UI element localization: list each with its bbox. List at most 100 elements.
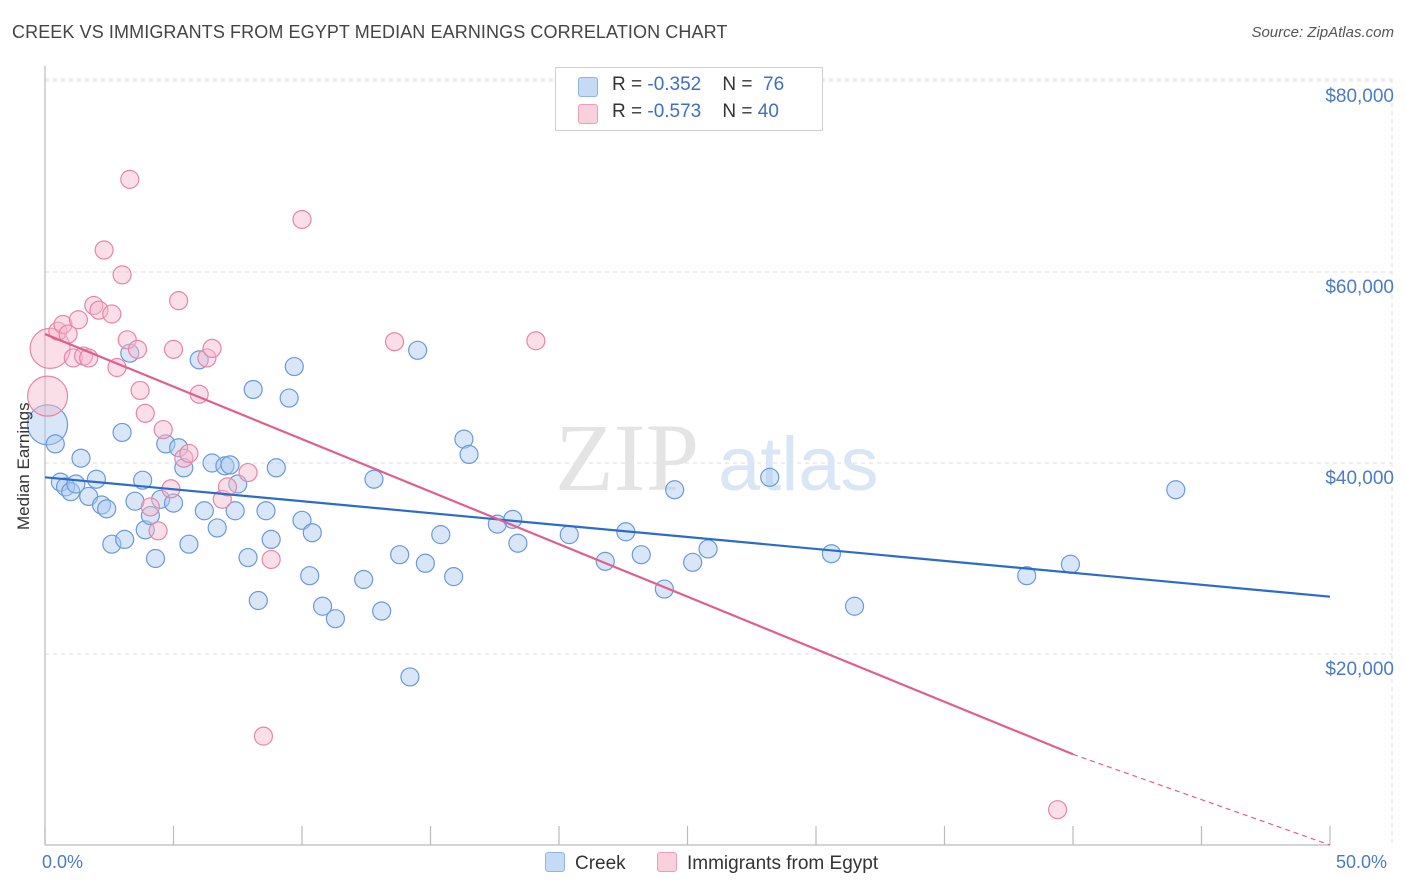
egypt-r-label: R = xyxy=(612,101,648,122)
egypt-point-18 xyxy=(130,380,150,401)
creek-point-50 xyxy=(390,545,410,565)
egypt-point-33 xyxy=(238,462,258,483)
creek-point-51 xyxy=(400,667,420,687)
trend-lines xyxy=(44,333,1331,846)
creek-point-52 xyxy=(408,340,428,360)
egypt-n-value: 40 xyxy=(757,101,779,122)
creek-point-42 xyxy=(292,510,312,530)
creek-point-46 xyxy=(325,609,346,629)
egypt-point-20 xyxy=(140,497,160,517)
creek-point-72 xyxy=(1017,566,1037,586)
creek-point-23 xyxy=(169,438,189,458)
source-label: Source: ZipAtlas.com xyxy=(1251,24,1394,41)
creek-point-45 xyxy=(312,596,333,616)
egypt-point-24 xyxy=(163,339,184,359)
egypt-point-19 xyxy=(135,403,155,423)
egypt-point-37 xyxy=(384,332,405,352)
egypt-point-27 xyxy=(179,443,199,464)
creek-point-64 xyxy=(631,545,651,565)
creek-point-19 xyxy=(145,548,166,569)
egypt-point-39 xyxy=(1047,800,1068,820)
y-tick-20000: $20,000 xyxy=(1325,659,1394,680)
creek-point-32 xyxy=(225,501,245,521)
egypt-point-30 xyxy=(202,338,222,358)
creek-point-71 xyxy=(844,596,865,616)
egypt-trend-line xyxy=(44,333,1074,756)
creek-point-68 xyxy=(698,539,718,559)
legend-creek: Creek xyxy=(545,852,626,875)
egypt-point-14 xyxy=(112,265,132,285)
creek-point-29 xyxy=(207,518,227,538)
creek-r-label: R = xyxy=(612,74,648,95)
watermark-zip: ZIP xyxy=(555,404,699,511)
legend-creek-label: Creek xyxy=(575,853,626,874)
y-axis-label: Median Earnings xyxy=(14,402,33,530)
creek-trend-line xyxy=(44,476,1331,598)
creek-r-value: -0.352 xyxy=(647,74,702,95)
egypt-point-35 xyxy=(261,549,281,570)
legend-egypt-label: Immigrants from Egypt xyxy=(687,853,879,874)
creek-point-27 xyxy=(194,501,214,521)
creek-point-20 xyxy=(151,489,171,509)
creek-point-1 xyxy=(45,434,65,454)
egypt-n-label: N = xyxy=(722,101,758,122)
egypt-point-10 xyxy=(89,300,109,320)
creek-point-38 xyxy=(261,529,281,550)
creek-point-6 xyxy=(71,448,91,468)
egypt-point-22 xyxy=(153,419,173,440)
creek-point-25 xyxy=(179,534,199,554)
creek-point-36 xyxy=(248,590,268,611)
y-tick-40000: $40,000 xyxy=(1325,468,1394,489)
egypt-point-25 xyxy=(169,291,189,311)
x-tick-left: 0.0% xyxy=(42,852,84,872)
creek-point-60 xyxy=(508,533,528,553)
axes xyxy=(44,66,1331,846)
egypt-point-21 xyxy=(148,521,168,541)
chart-title: CREEK VS IMMIGRANTS FROM EGYPT MEDIAN EA… xyxy=(12,22,728,42)
creek-point-43 xyxy=(302,523,322,543)
creek-point-16 xyxy=(133,470,153,490)
creek-point-26 xyxy=(189,350,209,370)
egypt-r-value: -0.573 xyxy=(647,101,702,122)
creek-point-11 xyxy=(102,534,122,554)
creek-point-70 xyxy=(821,544,842,564)
creek-points xyxy=(26,340,1186,687)
creek-point-57 xyxy=(459,444,479,465)
creek-point-12 xyxy=(112,422,132,443)
egypt-swatch xyxy=(578,104,598,124)
creek-point-39 xyxy=(266,458,286,478)
y-tick-60000: $60,000 xyxy=(1325,277,1394,298)
creek-point-49 xyxy=(372,601,392,621)
egypt-trend-extension xyxy=(1072,753,1331,846)
egypt-point-3 xyxy=(53,314,73,335)
creek-point-54 xyxy=(431,525,451,545)
egypt-point-6 xyxy=(68,310,89,330)
creek-point-10 xyxy=(97,499,117,519)
creek-swatch xyxy=(578,77,598,97)
egypt-point-36 xyxy=(292,209,312,230)
watermark: ZIP atlas xyxy=(555,404,879,511)
creek-point-67 xyxy=(683,552,703,572)
creek-point-61 xyxy=(559,525,579,545)
creek-point-48 xyxy=(364,469,384,489)
y-tick-80000: $80,000 xyxy=(1325,86,1394,107)
creek-point-73 xyxy=(1060,554,1081,574)
creek-n-label: N = xyxy=(722,74,758,95)
creek-point-35 xyxy=(243,379,263,400)
creek-point-69 xyxy=(760,467,780,487)
creek-point-31 xyxy=(220,455,240,475)
creek-point-53 xyxy=(415,553,435,573)
creek-point-9 xyxy=(91,495,112,515)
creek-point-37 xyxy=(256,501,276,521)
creek-point-56 xyxy=(454,429,474,449)
egypt-point-32 xyxy=(217,477,238,497)
creek-point-55 xyxy=(444,567,464,587)
x-tick-right: 50.0% xyxy=(1336,852,1388,872)
creek-point-47 xyxy=(354,569,374,590)
creek-point-34 xyxy=(238,547,258,568)
egypt-point-15 xyxy=(117,330,137,350)
creek-point-40 xyxy=(279,388,299,408)
legend-egypt-swatch xyxy=(657,852,677,872)
egypt-point-11 xyxy=(94,240,114,260)
